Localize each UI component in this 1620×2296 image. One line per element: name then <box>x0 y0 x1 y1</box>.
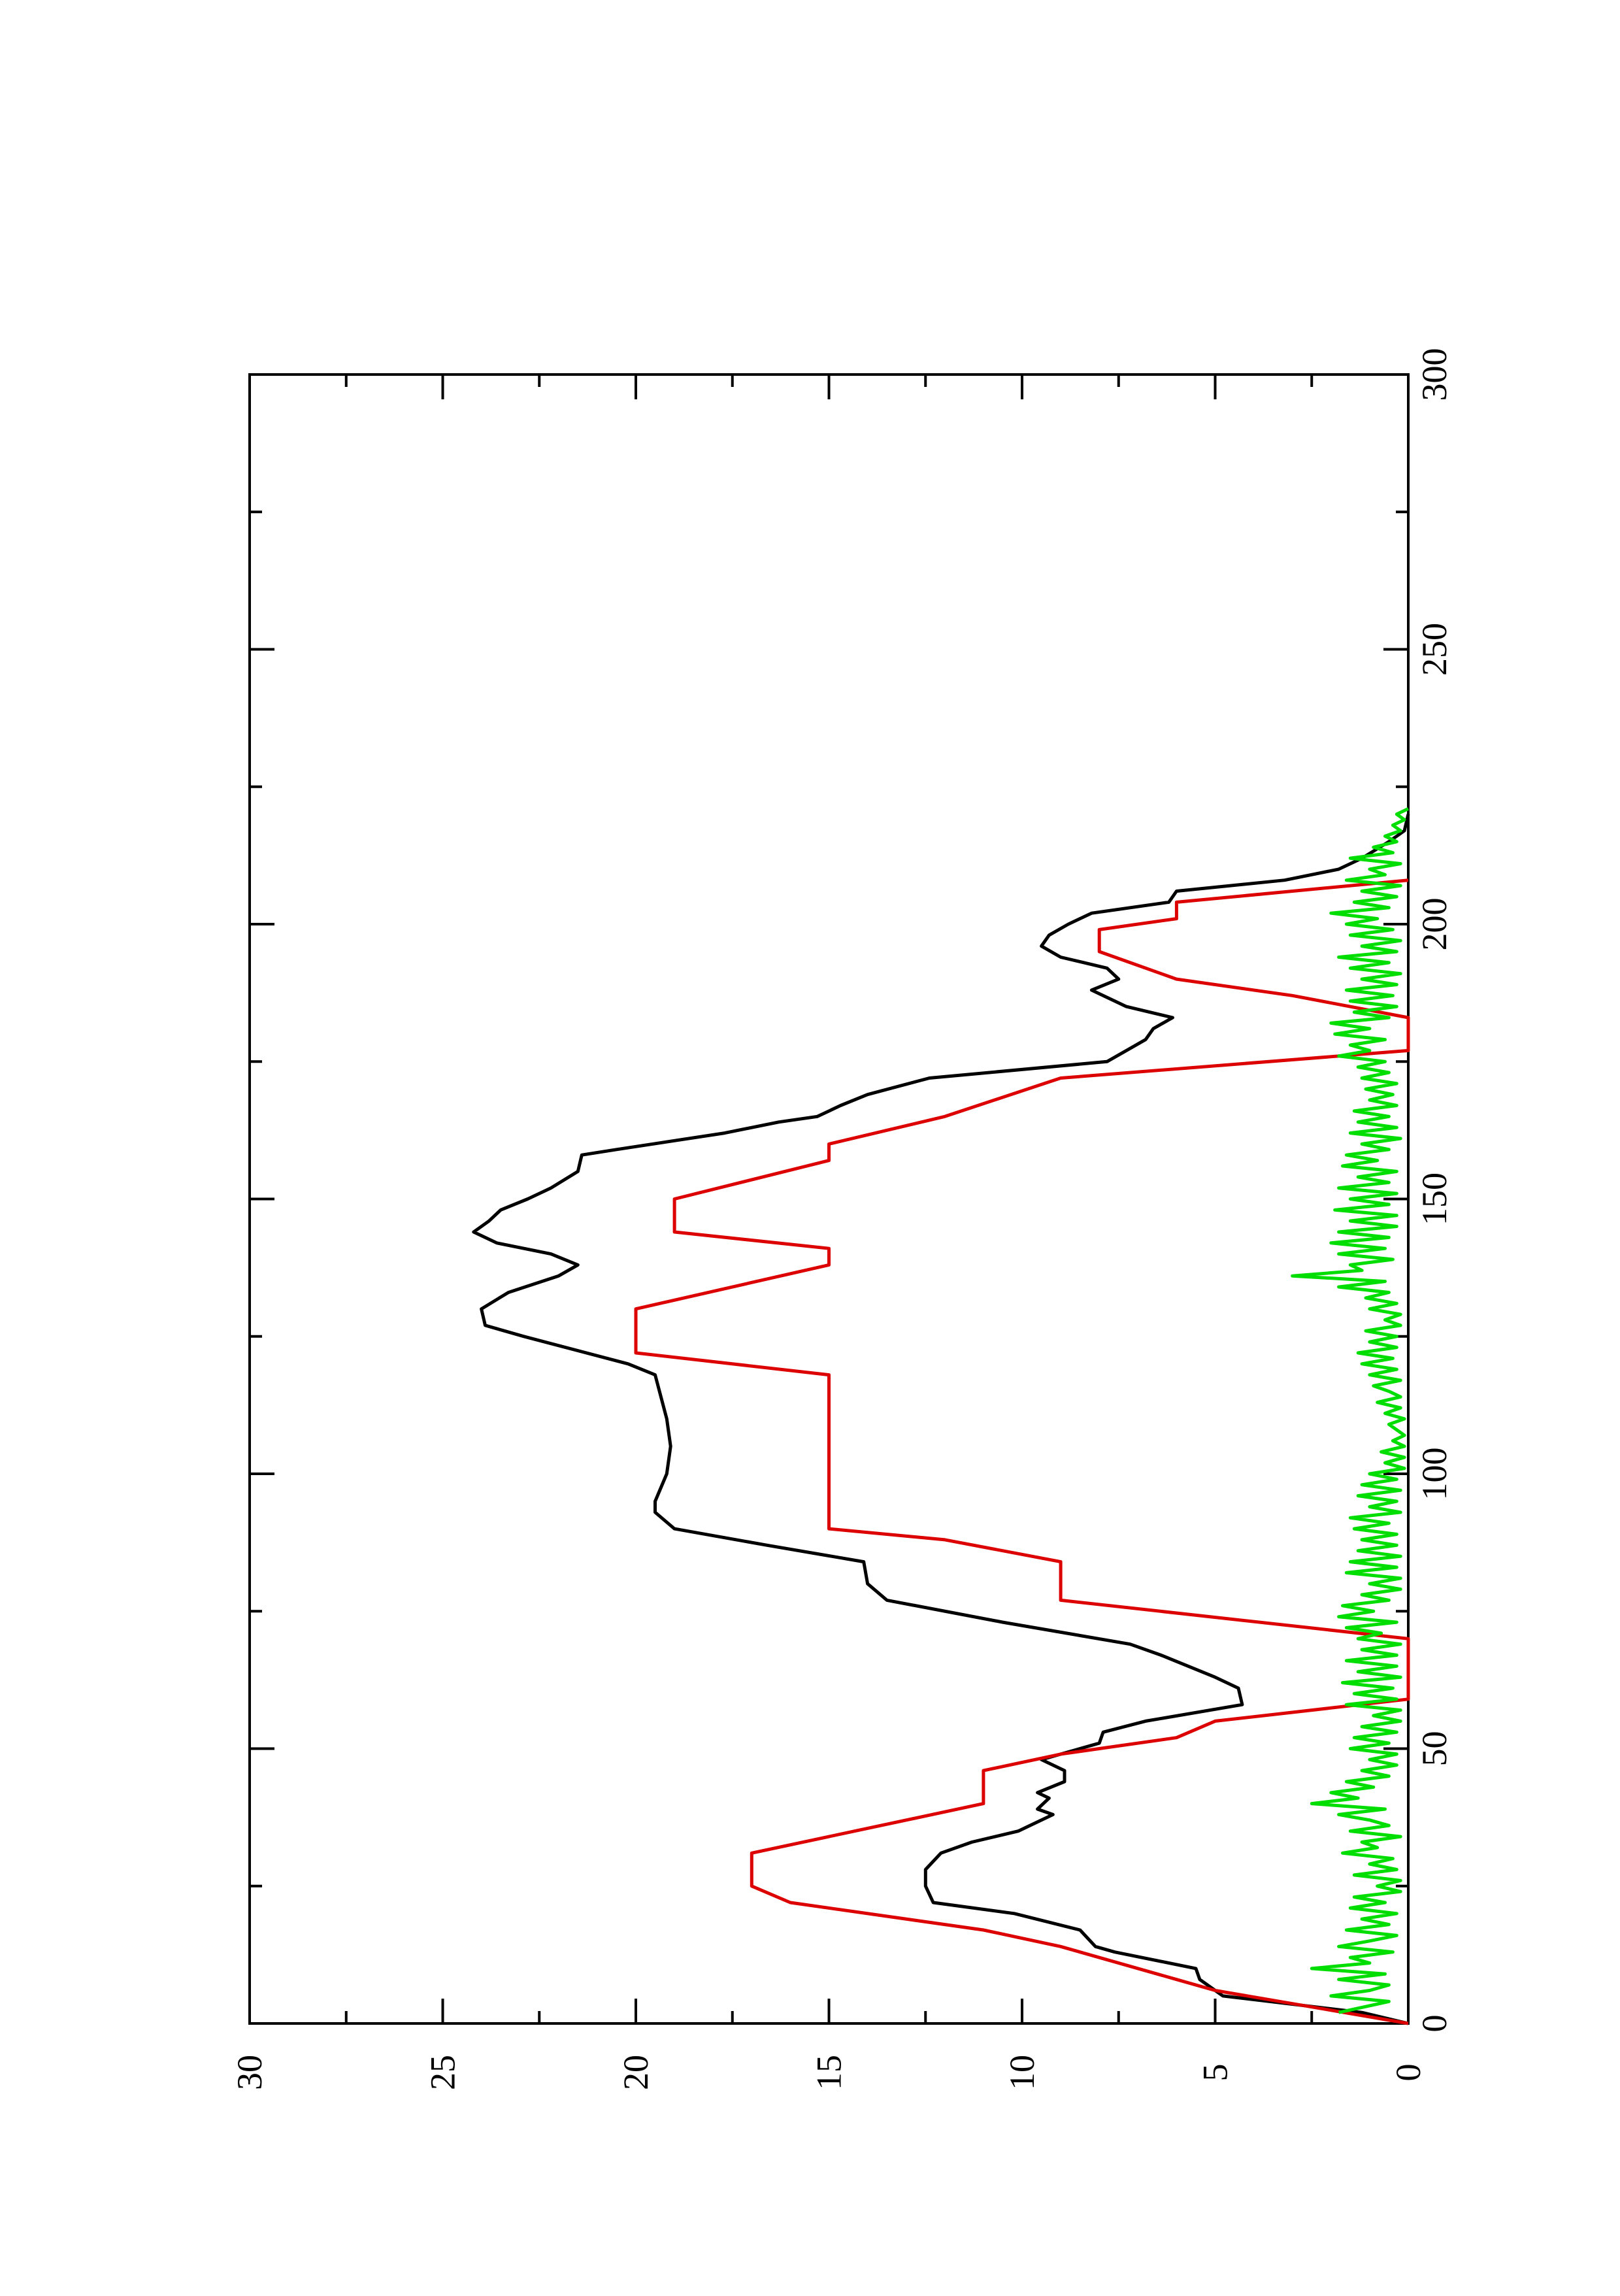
x-tick-label: 150 <box>1415 1173 1454 1225</box>
series-line-1 <box>472 814 1410 2025</box>
x-tick-label: 50 <box>1415 1731 1454 1767</box>
y-tick-label: 20 <box>616 2055 655 2090</box>
x-tick-label: 300 <box>1415 348 1454 401</box>
y-tick-label: 25 <box>423 2055 463 2090</box>
y-tick-label: 15 <box>810 2055 849 2090</box>
plot-frame <box>248 373 1410 2025</box>
series-line-2 <box>634 878 1410 2025</box>
series-lines <box>472 807 1410 2025</box>
y-tick-label: 5 <box>1196 2064 1235 2082</box>
x-tick-label: 100 <box>1415 1448 1454 1501</box>
y-tick-label: 10 <box>1002 2055 1042 2090</box>
y-tick-label: 0 <box>1389 2064 1428 2082</box>
series-line-3 <box>1291 807 1410 2014</box>
x-tick-label: 200 <box>1415 898 1454 951</box>
tick-labels: 0 50 100 150 200 250 300 0 5 10 15 20 25 30 <box>230 348 1454 2091</box>
tick-marks <box>248 373 1410 2025</box>
y-tick-label: 30 <box>230 2055 269 2090</box>
x-tick-label: 250 <box>1415 623 1454 676</box>
x-tick-label: 0 <box>1415 2015 1454 2033</box>
